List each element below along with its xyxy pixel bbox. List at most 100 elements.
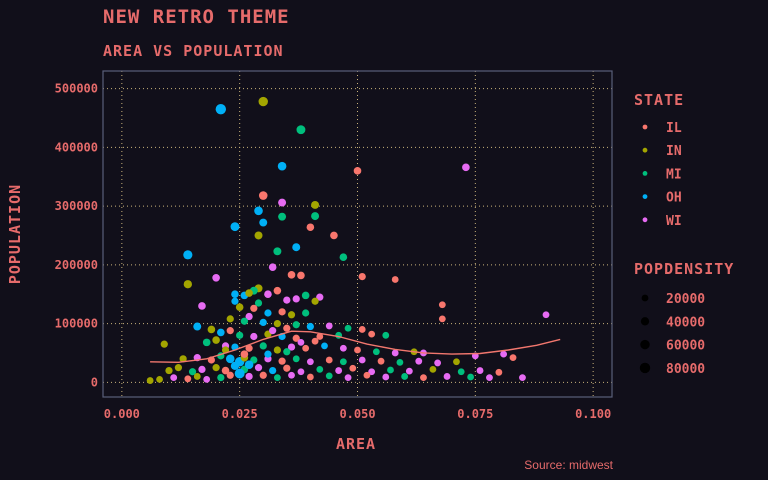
- data-point: [391, 276, 399, 283]
- data-point: [363, 371, 371, 379]
- y-axis-ticks: 0 100000 200000 300000 400000 500000: [55, 82, 98, 390]
- data-point: [283, 364, 291, 372]
- data-point: [203, 375, 211, 383]
- data-point: [396, 358, 404, 366]
- data-point: [245, 289, 253, 297]
- data-point: [344, 374, 352, 382]
- data-point: [226, 315, 234, 323]
- data-point: [254, 231, 263, 240]
- data-point: [207, 325, 216, 334]
- data-point: [316, 333, 324, 340]
- data-point: [372, 348, 380, 356]
- source-caption: Source: midwest: [524, 458, 613, 472]
- data-point: [193, 373, 201, 380]
- data-point: [287, 343, 296, 351]
- data-point: [301, 291, 310, 300]
- data-point: [258, 191, 268, 200]
- data-point: [217, 328, 225, 337]
- data-point: [245, 344, 253, 352]
- popdensity-legend-key: [639, 362, 651, 374]
- data-point: [349, 364, 357, 372]
- data-point: [184, 375, 192, 383]
- data-point: [183, 280, 192, 289]
- data-point: [278, 308, 286, 316]
- y-tick-label: 400000: [55, 140, 98, 154]
- x-tick-label: 0.075: [457, 407, 493, 421]
- popdensity-legend-key: [640, 317, 650, 326]
- y-tick-label: 100000: [55, 317, 98, 331]
- data-point: [438, 315, 446, 323]
- data-point: [311, 337, 319, 345]
- popdensity-legend-title: POPDENSITY: [634, 260, 734, 278]
- data-point: [179, 355, 187, 363]
- data-point: [283, 324, 291, 332]
- data-point: [316, 293, 324, 301]
- y-tick-label: 500000: [55, 82, 98, 96]
- data-point: [259, 371, 267, 379]
- popdensity-legend-label: 40000: [666, 315, 705, 330]
- data-point: [311, 212, 320, 221]
- data-point: [405, 367, 413, 375]
- data-point: [292, 321, 300, 329]
- data-point: [292, 355, 300, 363]
- data-point: [264, 290, 272, 299]
- data-point: [278, 198, 287, 207]
- popdensity-legend-key: [641, 294, 649, 302]
- y-tick-label: 0: [91, 375, 98, 389]
- popdensity-legend-label: 20000: [666, 292, 705, 307]
- data-point: [212, 336, 220, 344]
- data-point: [377, 357, 385, 365]
- data-point: [273, 286, 282, 295]
- data-point: [339, 253, 348, 262]
- data-point: [519, 374, 526, 382]
- data-point: [146, 377, 154, 384]
- data-point: [297, 271, 305, 280]
- data-point: [188, 368, 197, 376]
- data-point: [382, 331, 390, 339]
- data-point: [264, 350, 272, 358]
- state-legend-label: IN: [666, 144, 682, 159]
- data-point: [198, 365, 206, 374]
- data-point: [509, 354, 517, 362]
- data-point: [287, 311, 296, 319]
- data-point: [354, 346, 361, 354]
- data-point: [542, 311, 550, 319]
- state-legend: STATE IL IN MI OH WI: [634, 91, 684, 229]
- data-point: [231, 290, 239, 299]
- data-point: [288, 371, 295, 379]
- data-point: [358, 272, 366, 281]
- data-point: [368, 368, 376, 376]
- data-point: [273, 247, 282, 256]
- data-point: [258, 96, 268, 107]
- data-point: [278, 212, 287, 221]
- data-point: [212, 364, 220, 372]
- data-point: [277, 161, 287, 171]
- data-point: [202, 338, 211, 347]
- data-point: [302, 309, 310, 317]
- data-point: [215, 103, 227, 115]
- data-point: [316, 365, 324, 373]
- state-legend-key: [642, 147, 648, 153]
- data-point: [254, 299, 263, 307]
- data-point: [292, 334, 300, 342]
- data-point: [259, 318, 267, 327]
- data-point: [273, 319, 281, 328]
- data-point: [268, 263, 277, 271]
- y-tick-label: 200000: [55, 258, 98, 272]
- data-point: [443, 373, 451, 380]
- data-point: [387, 366, 394, 374]
- data-point: [339, 344, 347, 352]
- state-legend-title: STATE: [634, 91, 684, 109]
- data-point: [434, 359, 442, 367]
- data-point: [259, 342, 267, 350]
- data-point: [244, 360, 254, 369]
- data-point: [306, 322, 314, 331]
- data-point: [234, 368, 245, 379]
- data-point: [183, 250, 193, 260]
- data-point: [193, 322, 202, 331]
- data-point: [302, 344, 310, 352]
- data-point: [467, 373, 475, 381]
- grid-lines: [103, 71, 612, 397]
- data-point: [330, 231, 338, 240]
- data-point: [236, 331, 244, 339]
